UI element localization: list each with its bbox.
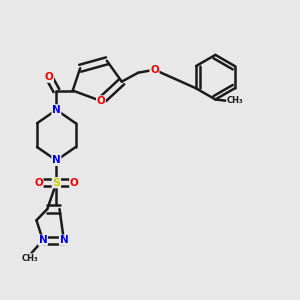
Text: O: O bbox=[45, 72, 53, 82]
Text: O: O bbox=[150, 65, 159, 75]
Text: O: O bbox=[34, 178, 43, 188]
Text: CH₃: CH₃ bbox=[226, 97, 243, 106]
Text: S: S bbox=[52, 178, 60, 188]
Text: O: O bbox=[97, 96, 105, 106]
Text: N: N bbox=[59, 235, 68, 245]
Text: O: O bbox=[70, 178, 79, 188]
Text: N: N bbox=[38, 235, 47, 245]
Text: N: N bbox=[52, 105, 61, 115]
Text: CH₃: CH₃ bbox=[21, 254, 38, 262]
Text: N: N bbox=[52, 155, 61, 165]
